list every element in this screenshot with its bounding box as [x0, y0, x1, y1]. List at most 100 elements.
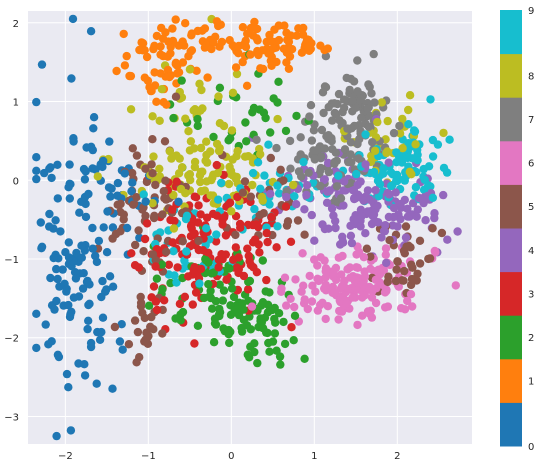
point-class-6: [355, 247, 364, 257]
point-class-3: [175, 299, 185, 309]
point-class-9: [442, 168, 452, 177]
point-class-3: [243, 285, 253, 294]
point-class-5: [159, 187, 168, 196]
point-class-4: [413, 205, 422, 214]
point-class-5: [259, 209, 268, 218]
point-class-9: [290, 192, 299, 201]
point-class-1: [250, 17, 259, 27]
point-class-0: [86, 338, 96, 348]
point-class-8: [172, 151, 181, 160]
point-class-1: [286, 31, 296, 40]
point-class-6: [366, 264, 375, 273]
point-class-2: [193, 321, 203, 330]
colorbar-tick-label: 0: [528, 442, 534, 453]
colorbar-segment-3: [500, 271, 522, 316]
point-class-3: [152, 305, 162, 315]
point-class-5: [158, 210, 167, 219]
point-class-4: [372, 217, 381, 226]
point-class-5: [362, 244, 372, 253]
point-class-0: [45, 209, 54, 219]
point-class-0: [32, 166, 41, 175]
point-class-3: [252, 220, 261, 229]
point-class-3: [221, 250, 230, 259]
point-class-2: [272, 346, 281, 355]
point-class-2: [289, 336, 298, 345]
point-class-7: [297, 172, 306, 181]
point-class-8: [256, 150, 265, 159]
point-class-0: [37, 60, 47, 69]
x-tick-label: −2: [58, 451, 73, 462]
point-class-8: [214, 146, 224, 156]
point-class-6: [451, 281, 460, 290]
point-class-6: [406, 290, 416, 299]
point-class-0: [52, 431, 61, 441]
point-class-3: [218, 220, 227, 229]
point-class-0: [97, 327, 106, 337]
point-class-5: [124, 340, 134, 349]
point-class-3: [244, 251, 253, 261]
point-class-9: [250, 204, 259, 214]
point-class-8: [155, 164, 164, 173]
point-class-0: [46, 273, 55, 283]
colorbar-segment-6: [500, 140, 522, 185]
point-class-4: [329, 211, 338, 220]
point-class-7: [346, 138, 356, 147]
point-class-1: [234, 49, 243, 58]
point-class-3: [263, 237, 272, 247]
point-class-4: [396, 199, 405, 209]
point-class-8: [184, 127, 193, 136]
point-class-7: [318, 88, 328, 97]
point-class-6: [360, 291, 370, 300]
point-class-8: [219, 121, 229, 131]
point-class-2: [206, 293, 216, 303]
point-class-0: [105, 137, 114, 146]
point-class-0: [41, 320, 50, 329]
point-class-4: [393, 222, 402, 231]
point-class-7: [340, 145, 350, 154]
point-class-2: [290, 311, 300, 320]
point-class-6: [408, 302, 417, 311]
point-class-9: [334, 171, 343, 180]
point-class-2: [230, 306, 239, 315]
point-class-6: [343, 265, 352, 274]
point-class-2: [204, 258, 213, 267]
point-class-3: [151, 297, 161, 306]
point-class-2: [258, 324, 268, 333]
point-class-4: [346, 221, 355, 230]
point-class-4: [365, 195, 375, 204]
point-class-7: [305, 112, 314, 121]
point-class-9: [195, 279, 204, 288]
point-class-3: [170, 216, 179, 226]
point-class-2: [177, 76, 186, 85]
point-class-2: [208, 304, 217, 313]
point-class-9: [426, 95, 435, 104]
point-class-8: [248, 180, 257, 190]
point-class-0: [65, 160, 74, 169]
point-class-9: [411, 183, 421, 192]
point-class-5: [385, 236, 394, 245]
point-class-8: [289, 180, 298, 190]
point-class-6: [337, 270, 346, 279]
point-class-1: [168, 24, 177, 33]
point-class-0: [118, 345, 127, 354]
point-class-4: [384, 212, 394, 222]
point-class-7: [365, 82, 374, 92]
point-class-7: [330, 108, 339, 118]
point-class-4: [282, 192, 291, 202]
point-class-3: [212, 211, 222, 220]
point-class-8: [181, 114, 190, 123]
point-class-5: [139, 247, 148, 256]
point-class-0: [47, 173, 56, 183]
point-class-8: [202, 177, 211, 186]
point-class-0: [52, 264, 61, 274]
point-class-5: [240, 177, 250, 186]
point-class-5: [128, 144, 137, 153]
point-class-3: [272, 243, 281, 252]
point-class-5: [162, 247, 171, 256]
point-class-3: [211, 237, 221, 246]
point-class-6: [403, 296, 412, 306]
point-class-0: [92, 379, 101, 388]
point-class-2: [215, 280, 224, 289]
point-class-8: [196, 143, 206, 153]
point-class-7: [307, 136, 317, 145]
